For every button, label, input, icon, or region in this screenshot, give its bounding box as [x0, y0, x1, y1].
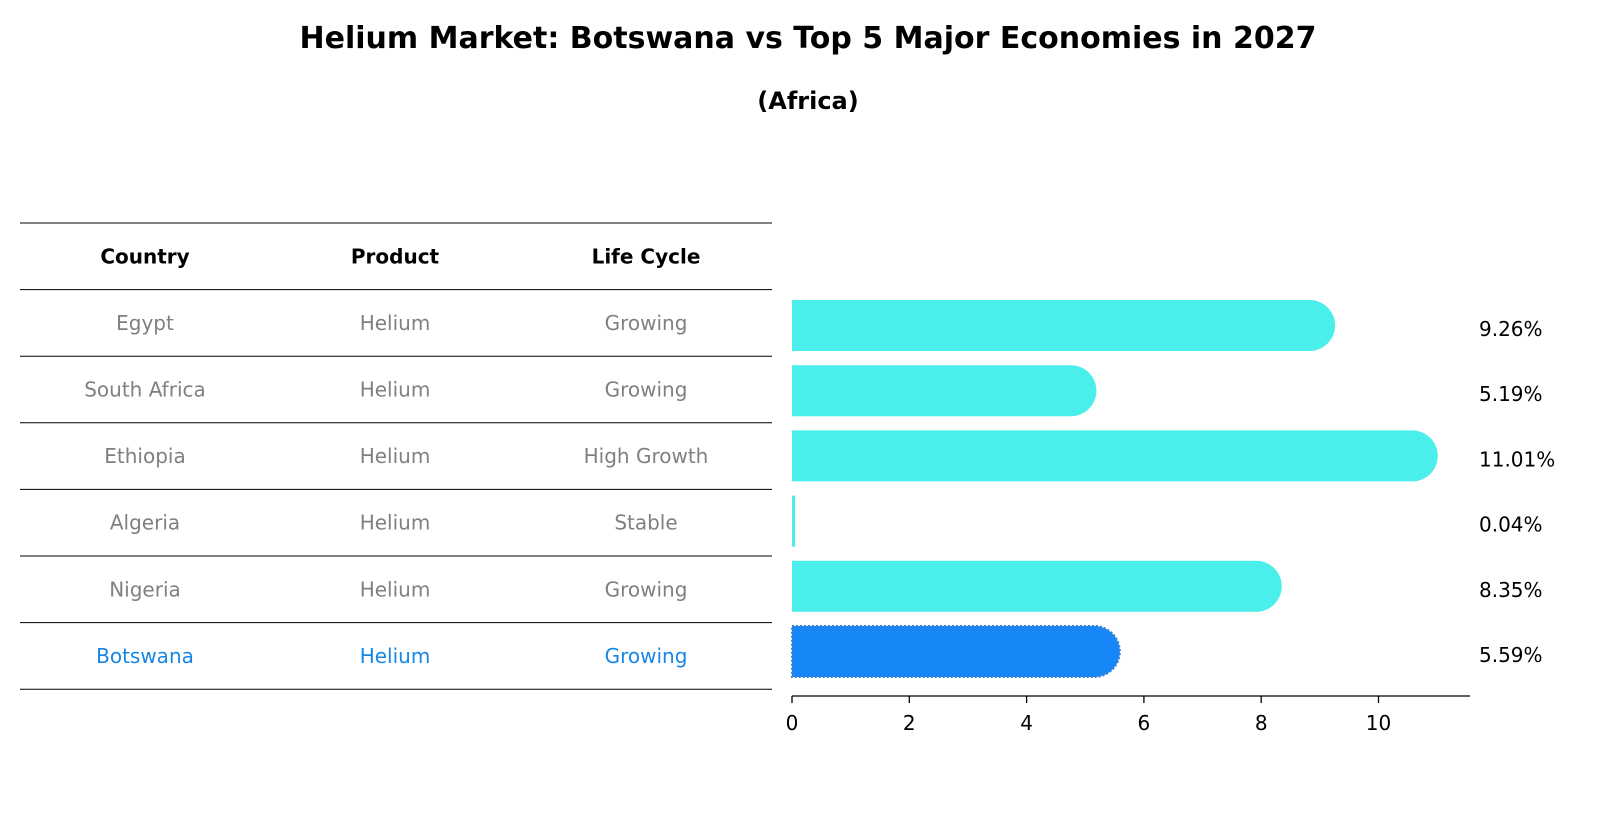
x-tick-label: 4: [1020, 711, 1033, 735]
table-cell-product: Helium: [360, 444, 431, 468]
value-label: 5.59%: [1479, 643, 1543, 667]
x-tick-label: 2: [903, 711, 916, 735]
table-cell-life-cycle: Growing: [605, 378, 688, 402]
bar-shape: [791, 625, 1121, 678]
bar-botswana: 5.59%: [791, 625, 1543, 678]
chart-title: Helium Market: Botswana vs Top 5 Major E…: [300, 21, 1317, 56]
value-label: 5.19%: [1479, 382, 1543, 406]
x-tick-label: 6: [1138, 711, 1151, 735]
bar-south-africa: 5.19%: [792, 365, 1543, 417]
table-row: Botswana Helium Growing: [96, 644, 687, 668]
table-cell-product: Helium: [360, 577, 431, 601]
bar-algeria: 0.04%: [792, 495, 1543, 547]
bar-shape: [792, 495, 795, 547]
value-label: 11.01%: [1479, 447, 1555, 471]
value-label: 9.26%: [1479, 317, 1543, 341]
table-cell-country: Egypt: [116, 311, 174, 335]
table-row: Ethiopia Helium High Growth: [104, 444, 708, 468]
x-tick-label: 8: [1255, 711, 1268, 735]
bar-nigeria: 8.35%: [792, 560, 1543, 612]
x-tick-label: 0: [786, 711, 799, 735]
bar-shape: [792, 365, 1097, 417]
bar-ethiopia: 11.01%: [792, 430, 1555, 482]
bar-shape: [792, 300, 1336, 351]
value-label: 8.35%: [1479, 578, 1543, 602]
bar-shape: [792, 430, 1438, 482]
bar-egypt: 9.26%: [792, 300, 1543, 351]
table-cell-country: Nigeria: [109, 577, 181, 601]
bar-shape: [792, 560, 1282, 612]
table-cell-product: Helium: [360, 644, 431, 668]
table-row: Egypt Helium Growing: [116, 311, 687, 335]
table-cell-product: Helium: [360, 378, 431, 402]
x-tick-label: 10: [1366, 711, 1391, 735]
table-cell-product: Helium: [360, 511, 431, 535]
data-table: Country Product Life Cycle Egypt Helium Growi…: [20, 222, 772, 690]
chart-subtitle: (Africa): [757, 87, 858, 115]
table-cell-product: Helium: [360, 311, 431, 335]
value-label: 0.04%: [1479, 513, 1543, 537]
bar-chart: 9.26% 5.19% 11.01% 0.04% 8.35% 5.59% 0 2 4 6 8 10: [786, 300, 1555, 735]
table-cell-life-cycle: Growing: [605, 311, 688, 335]
table-header-cell: Product: [351, 244, 440, 268]
table-row: Nigeria Helium Growing: [109, 577, 687, 601]
table-header-cell: Country: [100, 244, 189, 268]
table-cell-life-cycle: Stable: [614, 511, 677, 535]
table-cell-country: Algeria: [110, 511, 180, 535]
table-cell-country: Ethiopia: [104, 444, 185, 468]
table-cell-country: South Africa: [84, 378, 206, 402]
table-row: South Africa Helium Growing: [84, 378, 687, 402]
table-cell-life-cycle: Growing: [605, 577, 688, 601]
table-row: Algeria Helium Stable: [110, 511, 678, 535]
table-header-cell: Life Cycle: [592, 244, 701, 268]
table-cell-life-cycle: High Growth: [584, 444, 709, 468]
table-cell-country: Botswana: [96, 644, 194, 668]
table-cell-life-cycle: Growing: [605, 644, 688, 668]
